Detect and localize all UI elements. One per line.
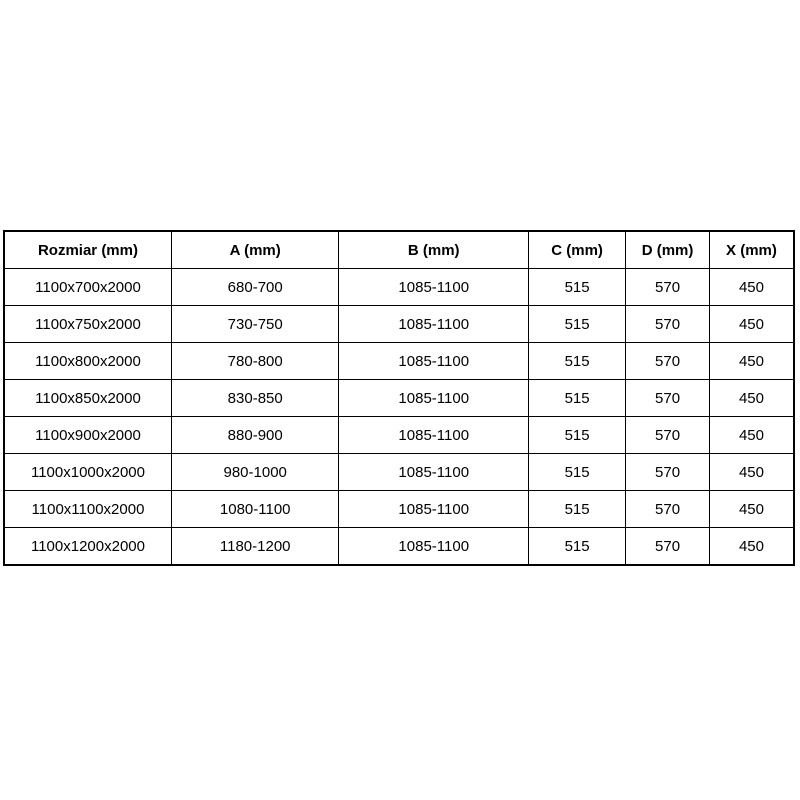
- table-cell: 1100x800x2000: [3, 342, 172, 380]
- table-row: 1100x750x2000 730-750 1085-1100 515 570 450: [3, 305, 795, 343]
- size-spec-table: Rozmiar (mm) A (mm) B (mm) C (mm) D (mm)…: [3, 230, 795, 566]
- table-cell: 515: [528, 453, 627, 491]
- table-cell: 1085-1100: [338, 527, 530, 566]
- table-row: 1100x900x2000 880-900 1085-1100 515 570 450: [3, 416, 795, 454]
- table-cell: 450: [708, 305, 795, 343]
- table-cell: 1100x750x2000: [3, 305, 172, 343]
- size-spec-table-container: Rozmiar (mm) A (mm) B (mm) C (mm) D (mm)…: [3, 230, 795, 566]
- table-cell: 1085-1100: [338, 305, 530, 343]
- table-cell: 680-700: [170, 268, 340, 306]
- table-cell: 1080-1100: [170, 490, 340, 528]
- table-cell: 515: [528, 490, 627, 528]
- table-cell: 570: [625, 342, 710, 380]
- table-cell: 450: [708, 453, 795, 491]
- table-cell: 980-1000: [170, 453, 340, 491]
- table-header-row: Rozmiar (mm) A (mm) B (mm) C (mm) D (mm)…: [3, 230, 795, 269]
- table-cell: 570: [625, 527, 710, 566]
- table-cell: 570: [625, 490, 710, 528]
- table-cell: 450: [708, 490, 795, 528]
- column-header-rozmiar: Rozmiar (mm): [3, 230, 172, 269]
- table-cell: 1085-1100: [338, 453, 530, 491]
- table-cell: 880-900: [170, 416, 340, 454]
- table-row: 1100x800x2000 780-800 1085-1100 515 570 450: [3, 342, 795, 380]
- table-cell: 780-800: [170, 342, 340, 380]
- table-cell: 515: [528, 268, 627, 306]
- table-cell: 515: [528, 379, 627, 417]
- table-cell: 1100x1200x2000: [3, 527, 172, 566]
- table-cell: 570: [625, 453, 710, 491]
- table-cell: 570: [625, 416, 710, 454]
- table-cell: 515: [528, 527, 627, 566]
- table-cell: 570: [625, 305, 710, 343]
- table-cell: 1085-1100: [338, 268, 530, 306]
- column-header-c: C (mm): [528, 230, 627, 269]
- table-cell: 1085-1100: [338, 379, 530, 417]
- column-header-x: X (mm): [708, 230, 795, 269]
- table-cell: 450: [708, 379, 795, 417]
- table-cell: 1100x1000x2000: [3, 453, 172, 491]
- column-header-d: D (mm): [625, 230, 710, 269]
- table-cell: 1100x700x2000: [3, 268, 172, 306]
- table-row: 1100x1200x2000 1180-1200 1085-1100 515 570 45…: [3, 527, 795, 566]
- table-cell: 1180-1200: [170, 527, 340, 566]
- table-cell: 1100x900x2000: [3, 416, 172, 454]
- column-header-a: A (mm): [170, 230, 340, 269]
- table-cell: 515: [528, 342, 627, 380]
- table-cell: 1100x1100x2000: [3, 490, 172, 528]
- table-row: 1100x1000x2000 980-1000 1085-1100 515 570 450: [3, 453, 795, 491]
- table-row: 1100x1100x2000 1080-1100 1085-1100 515 570 45…: [3, 490, 795, 528]
- table-cell: 450: [708, 342, 795, 380]
- table-cell: 730-750: [170, 305, 340, 343]
- table-cell: 450: [708, 527, 795, 566]
- table-header: Rozmiar (mm) A (mm) B (mm) C (mm) D (mm)…: [3, 230, 795, 269]
- table-cell: 1085-1100: [338, 416, 530, 454]
- table-cell: 450: [708, 416, 795, 454]
- table-cell: 450: [708, 268, 795, 306]
- table-cell: 515: [528, 305, 627, 343]
- table-row: 1100x850x2000 830-850 1085-1100 515 570 450: [3, 379, 795, 417]
- table-cell: 570: [625, 379, 710, 417]
- table-cell: 1085-1100: [338, 490, 530, 528]
- table-cell: 1100x850x2000: [3, 379, 172, 417]
- table-row: 1100x700x2000 680-700 1085-1100 515 570 450: [3, 268, 795, 306]
- column-header-b: B (mm): [338, 230, 530, 269]
- table-body: 1100x700x2000 680-700 1085-1100 515 570 450 11…: [3, 268, 795, 566]
- table-cell: 1085-1100: [338, 342, 530, 380]
- table-cell: 570: [625, 268, 710, 306]
- table-cell: 830-850: [170, 379, 340, 417]
- table-cell: 515: [528, 416, 627, 454]
